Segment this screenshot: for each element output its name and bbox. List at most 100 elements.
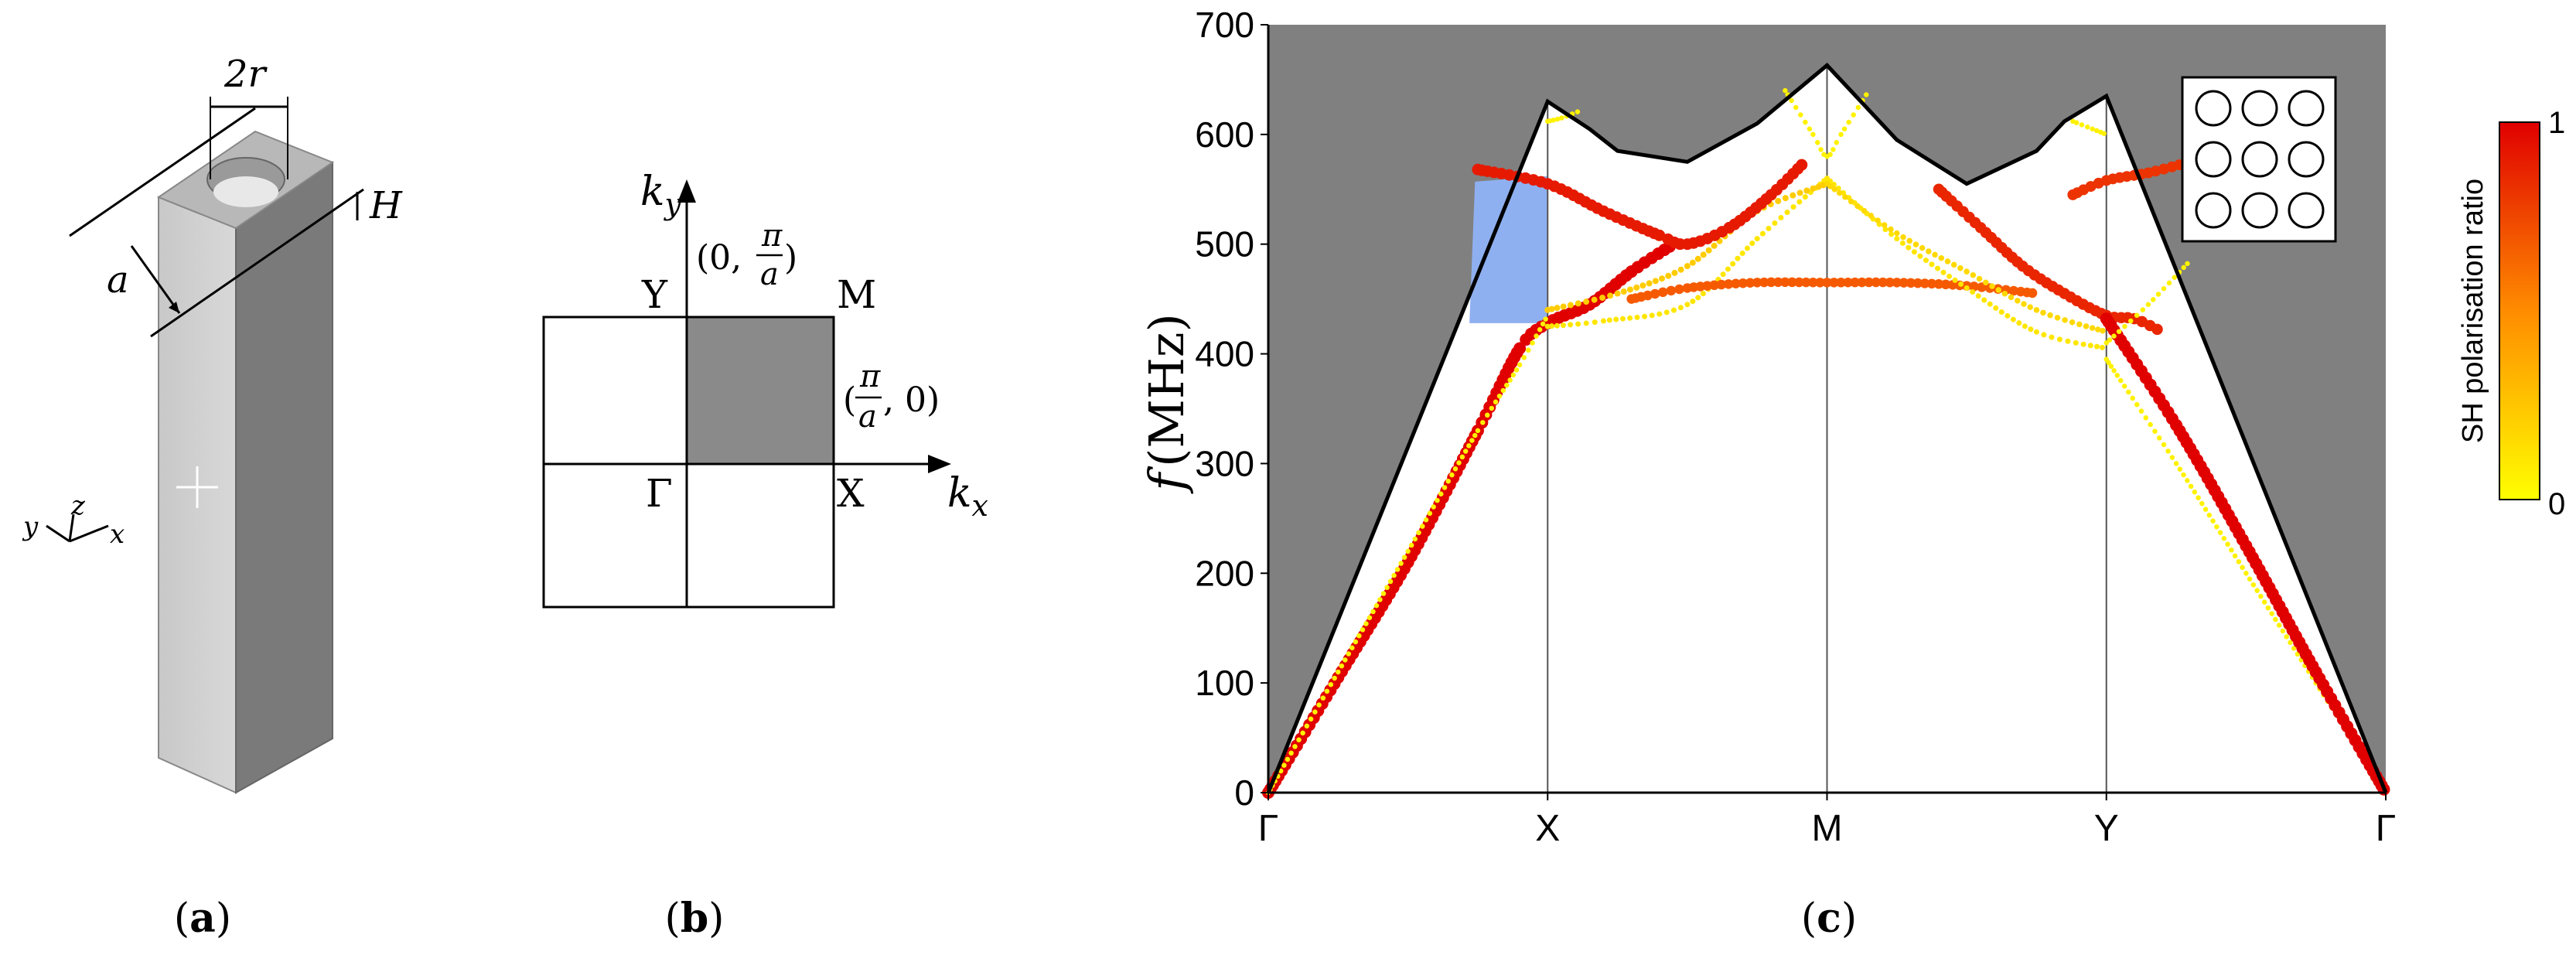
band-point bbox=[1926, 278, 1937, 289]
band-point bbox=[2151, 323, 2163, 336]
band-point bbox=[1848, 198, 1854, 205]
band-point bbox=[2210, 518, 2216, 524]
band-point bbox=[1926, 248, 1932, 254]
band-point bbox=[1353, 639, 1359, 645]
band-point bbox=[2185, 261, 2190, 267]
band-point bbox=[2054, 315, 2061, 321]
band-point bbox=[1830, 147, 1836, 152]
band-point bbox=[1964, 268, 1970, 275]
band-point bbox=[1802, 194, 1808, 200]
band-point bbox=[1689, 259, 1696, 266]
band-point bbox=[1496, 393, 1503, 399]
band-point bbox=[2099, 344, 2105, 350]
band-point bbox=[1981, 297, 1987, 303]
band-point bbox=[1801, 277, 1811, 288]
band-point bbox=[2111, 333, 2117, 339]
colorbar: 1 0 SH polarisation ratio bbox=[2457, 106, 2565, 521]
band-point bbox=[1416, 530, 1421, 536]
band-point bbox=[2269, 611, 2274, 616]
band-point bbox=[2040, 309, 2046, 316]
band-point bbox=[1894, 236, 1900, 242]
band-point bbox=[2165, 449, 2171, 454]
band-point bbox=[1370, 609, 1376, 615]
band-point bbox=[1296, 737, 1302, 742]
colorbar-min-label: 0 bbox=[2548, 487, 2565, 521]
band-point bbox=[1537, 326, 1543, 333]
band-point bbox=[1773, 277, 1783, 288]
band-point bbox=[1530, 340, 1535, 346]
band-point bbox=[2008, 294, 2015, 301]
band-point bbox=[1796, 189, 1803, 196]
band-point bbox=[1944, 258, 1951, 264]
svg-text:): ) bbox=[784, 238, 797, 278]
band-point bbox=[2166, 280, 2172, 286]
band-point bbox=[1656, 311, 1663, 317]
band-point bbox=[1591, 296, 1598, 303]
band-point bbox=[1459, 454, 1465, 460]
band-point bbox=[1510, 372, 1517, 378]
svg-text:π: π bbox=[859, 359, 881, 394]
band-point bbox=[1854, 203, 1861, 210]
band-point bbox=[2108, 363, 2114, 369]
band-point bbox=[2049, 334, 2055, 340]
band-point bbox=[1405, 548, 1411, 554]
band-point bbox=[1783, 87, 1788, 94]
band-point bbox=[1766, 225, 1772, 231]
dim-2r-label: 2r bbox=[223, 53, 268, 96]
band-point bbox=[1548, 305, 1555, 312]
band-point bbox=[1567, 302, 1574, 309]
y-tick-label: 700 bbox=[1195, 5, 1254, 45]
band-point bbox=[1489, 405, 1495, 411]
band-point bbox=[2185, 478, 2190, 483]
band-point bbox=[1933, 279, 1944, 289]
band-point bbox=[1336, 669, 1341, 675]
band-point bbox=[1970, 272, 1977, 278]
band-point bbox=[1831, 186, 1838, 193]
band-point bbox=[1575, 321, 1581, 327]
band-point bbox=[1469, 438, 1475, 443]
inset-hole bbox=[2288, 141, 2325, 178]
inset-hole bbox=[2195, 141, 2232, 178]
x-tick-label: Γ bbox=[2376, 808, 2396, 849]
band-point bbox=[1969, 281, 1979, 292]
svg-text:(0,: (0, bbox=[696, 238, 742, 278]
svg-text:(: ( bbox=[843, 380, 856, 420]
band-point bbox=[1513, 342, 1527, 355]
band-point bbox=[1504, 382, 1510, 388]
band-point bbox=[2261, 599, 2267, 605]
band-point bbox=[1772, 220, 1778, 227]
band-point bbox=[1947, 273, 1953, 279]
label-X: X bbox=[837, 471, 865, 516]
band-point bbox=[2173, 461, 2179, 466]
band-point bbox=[1652, 278, 1659, 285]
y-tick-label: 100 bbox=[1195, 663, 1254, 703]
band-point bbox=[2114, 373, 2120, 378]
band-point bbox=[1554, 322, 1560, 329]
band-point bbox=[1864, 92, 1869, 97]
band-point bbox=[1846, 119, 1851, 125]
band-point bbox=[1814, 140, 1820, 145]
band-point bbox=[1950, 261, 1957, 268]
band-point bbox=[1912, 278, 1923, 288]
axis-y-label: y bbox=[22, 511, 39, 542]
colorbar-max-label: 1 bbox=[2548, 106, 2565, 140]
band-point bbox=[1420, 524, 1425, 529]
band-point bbox=[1885, 277, 1895, 288]
band-point bbox=[1366, 615, 1373, 620]
band-point bbox=[2240, 565, 2245, 571]
inset-hole bbox=[2241, 141, 2278, 178]
band-point bbox=[1899, 278, 1909, 288]
band-point bbox=[1857, 277, 1867, 288]
band-point bbox=[1975, 293, 1981, 299]
band-point bbox=[2093, 128, 2100, 134]
band-point bbox=[1684, 263, 1691, 270]
band-point bbox=[1759, 230, 1766, 237]
band-point bbox=[2101, 131, 2107, 136]
band-point bbox=[1932, 251, 1938, 258]
band-point bbox=[1316, 702, 1322, 708]
caption-b: (b) bbox=[665, 895, 725, 942]
band-point bbox=[2076, 321, 2083, 328]
band-point bbox=[1745, 278, 1755, 288]
band-point bbox=[1730, 261, 1736, 267]
band-point bbox=[2181, 472, 2186, 478]
